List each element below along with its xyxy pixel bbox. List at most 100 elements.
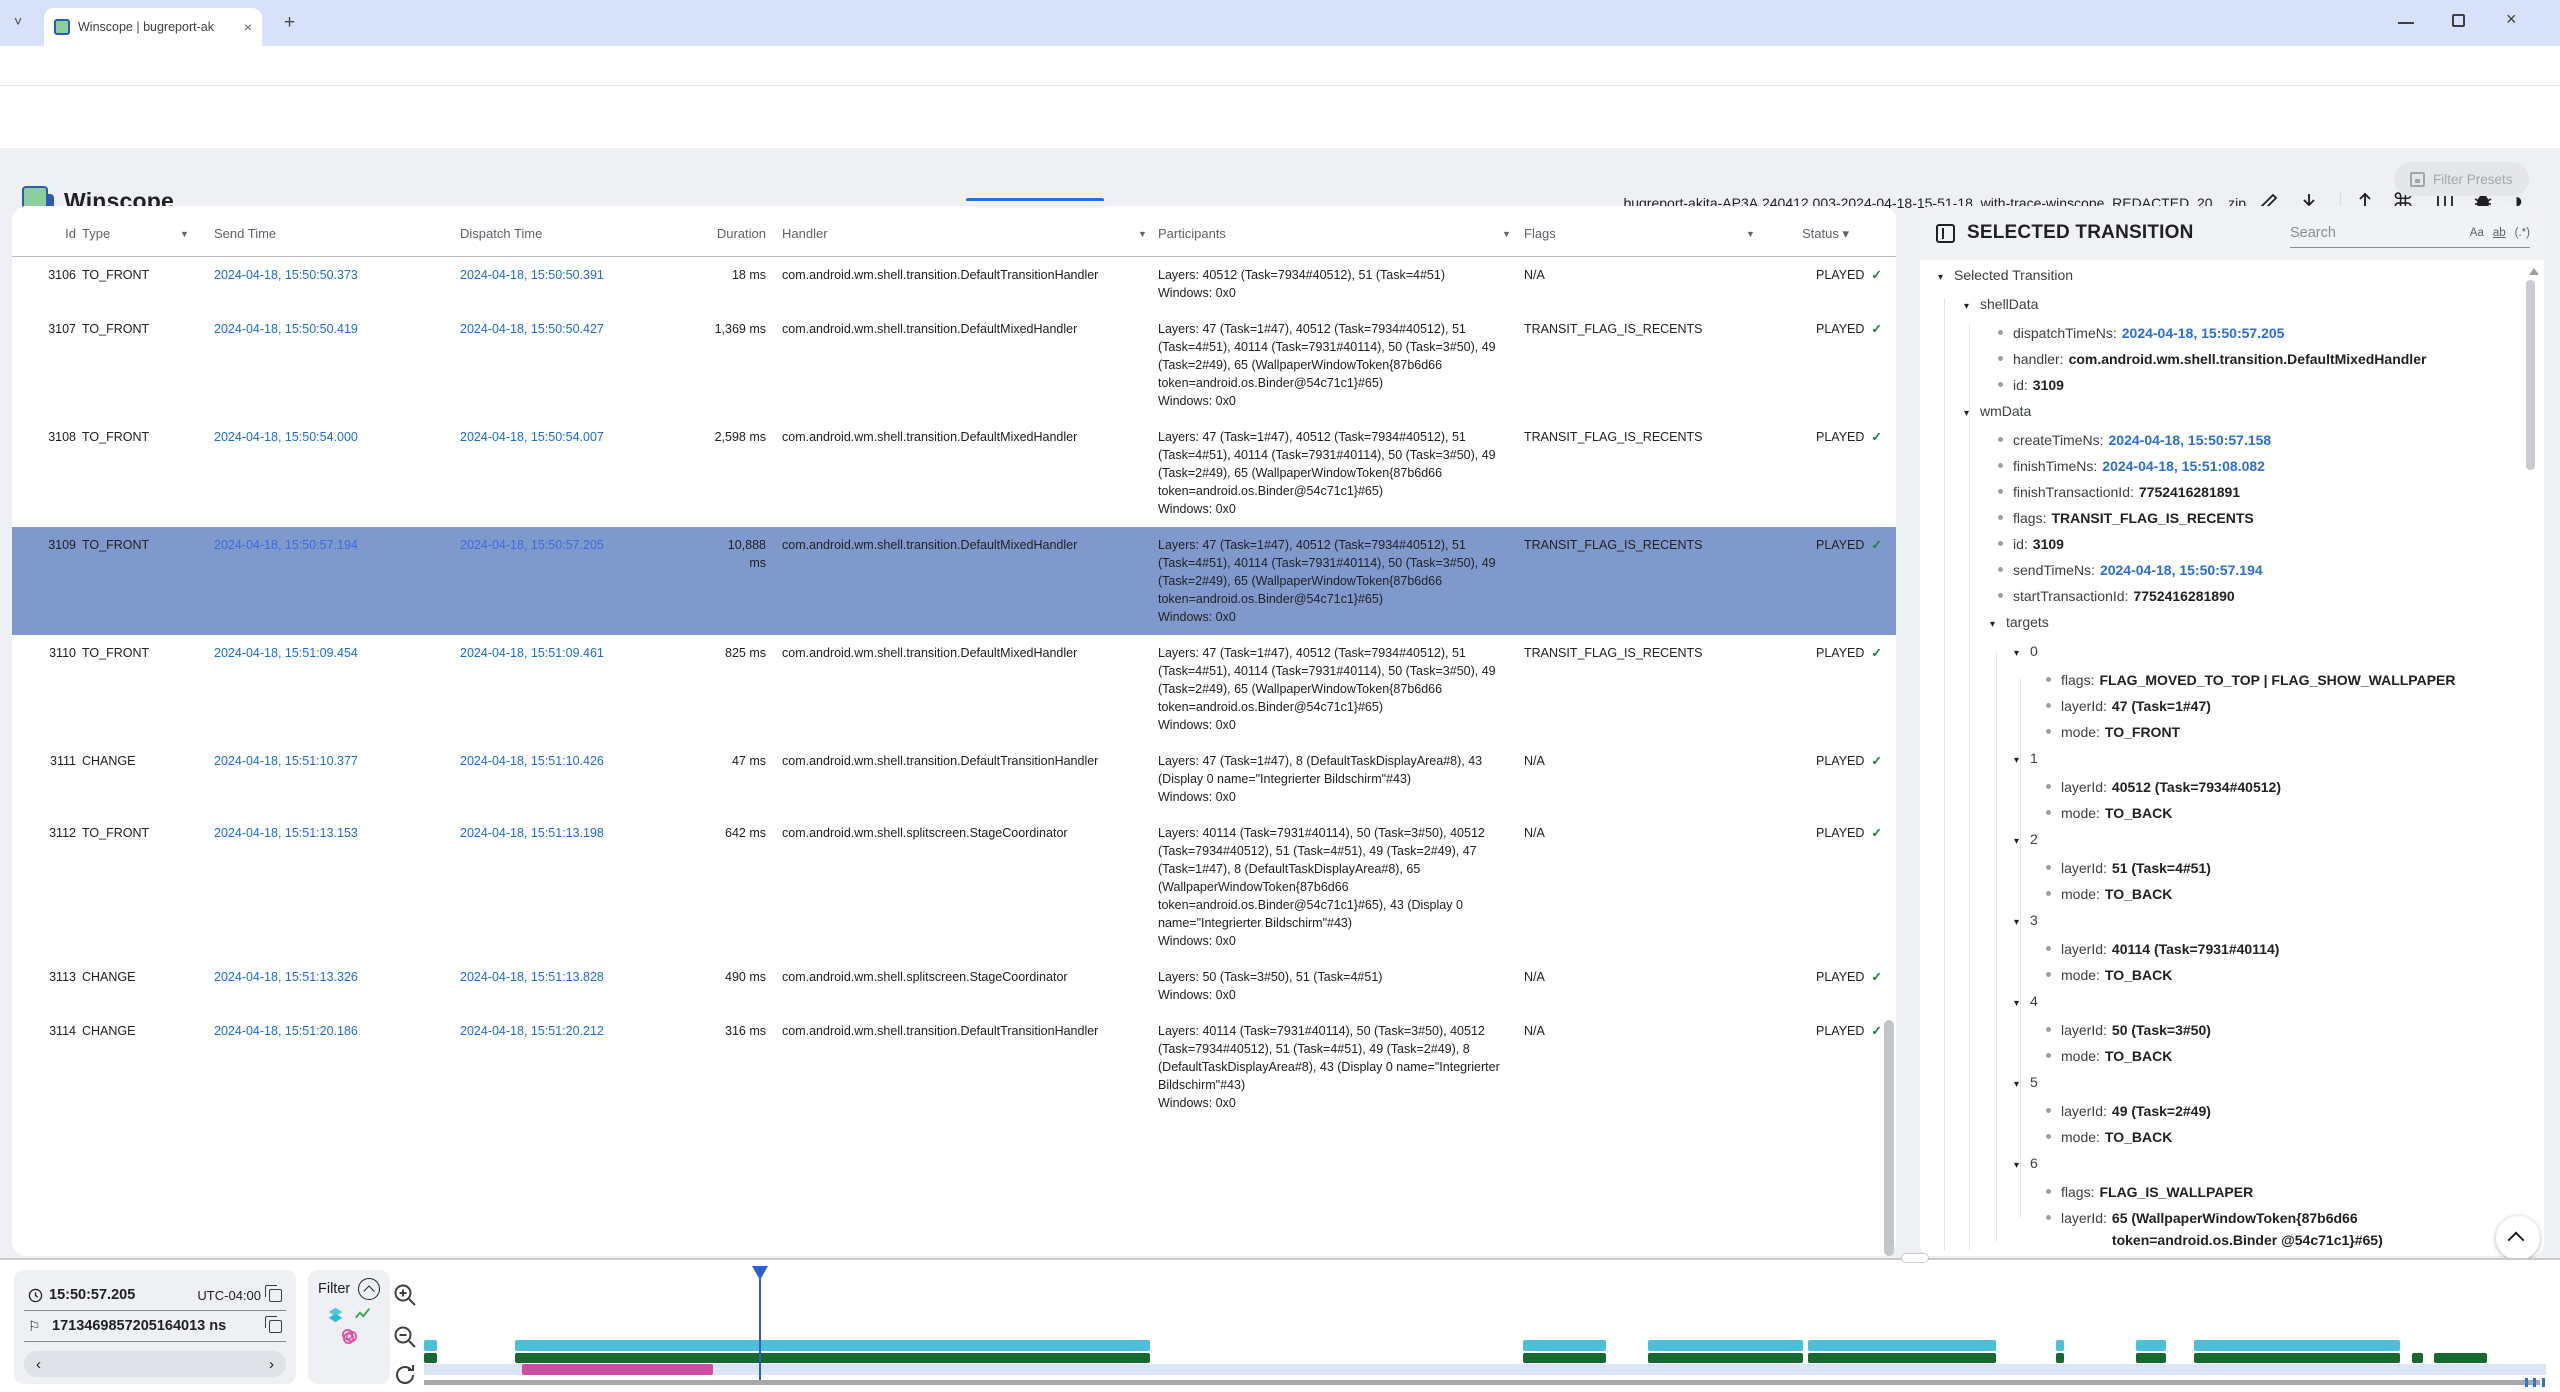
tree-node-id[interactable]: id: 3109 [1938,372,2528,398]
transactions-trace-segment[interactable] [1523,1353,1606,1363]
tree-node-0[interactable]: ▾ 0 [1938,638,2528,667]
transition-segment[interactable] [521,1364,713,1375]
send-time-link[interactable]: 2024-04-18, 15:50:57.194 [214,538,358,552]
transition-row-3107[interactable]: 3107 TO_FRONT 2024-04-18, 15:50:50.419 2024… [12,311,1896,419]
divider-drag-handle[interactable] [1901,1253,1929,1263]
tree-node-layerid[interactable]: layerId: 49 (Task=2#49) [1938,1098,2528,1124]
tree-node-targets[interactable]: ▾ targets [1938,609,2528,638]
copy-icon[interactable] [265,1315,282,1333]
tree-node-starttransactionid[interactable]: startTransactionId: 7752416281890 [1938,583,2528,609]
transition-row-3108[interactable]: 3108 TO_FRONT 2024-04-18, 15:50:54.000 2024… [12,419,1896,527]
tab-close-icon[interactable]: × [243,19,252,35]
tree-node-mode[interactable]: mode: TO_BACK [1938,962,2528,988]
dispatch-time-link[interactable]: 2024-04-18, 15:50:50.427 [460,322,604,336]
tree-node-mode[interactable]: mode:TO_FRONT [1938,1251,2528,1256]
panel-resize-divider[interactable] [0,1258,2560,1260]
dispatch-time-link[interactable]: 2024-04-18, 15:51:09.461 [460,646,604,660]
search-input[interactable] [2290,224,2461,241]
tree-node-1[interactable]: ▾ 1 [1938,745,2528,774]
prev-entry-button[interactable]: ‹ [36,1355,41,1373]
transactions-trace-segment[interactable] [2136,1353,2167,1363]
human-time-field[interactable]: 15:50:57.205 UTC-04:00 [24,1280,286,1311]
sf-trace-segment[interactable] [2193,1340,2400,1351]
transition-row-3114[interactable]: 3114 CHANGE 2024-04-18, 15:51:20.186 2024-0… [12,1013,1896,1121]
send-time-link[interactable]: 2024-04-18, 15:50:50.419 [214,322,358,336]
match-word-icon[interactable]: ab [2492,226,2506,239]
tree-node-mode[interactable]: mode: TO_BACK [1938,800,2528,826]
sf-trace-segment[interactable] [424,1340,437,1351]
dispatch-time-link[interactable]: 2024-04-18, 15:51:13.828 [460,970,604,984]
transactions-trace-segment[interactable] [2412,1353,2423,1363]
zoom-reset-button[interactable] [392,1362,418,1388]
timeline-cursor[interactable] [759,1268,762,1380]
surface-flinger-track[interactable] [424,1340,2546,1351]
new-tab-button[interactable]: + [284,12,296,33]
tree-node-finishtimens[interactable]: finishTimeNs: 2024-04-18, 15:51:08.082 [1938,453,2528,479]
tree-node-flags[interactable]: flags: FLAG_IS_WALLPAPER [1938,1179,2528,1205]
sort-dropdown-icon[interactable]: ▼ [180,229,189,239]
transition-row-3113[interactable]: 3113 CHANGE 2024-04-18, 15:51:13.326 2024-0… [12,959,1896,1013]
sort-dropdown-icon[interactable]: ▼ [1746,229,1755,239]
transition-row-3110[interactable]: 3110 TO_FRONT 2024-04-18, 15:51:09.454 2024… [12,635,1896,743]
send-time-link[interactable]: 2024-04-18, 15:51:20.186 [214,1024,358,1038]
tree-node-sendtimens[interactable]: sendTimeNs: 2024-04-18, 15:50:57.194 [1938,557,2528,583]
expand-arrow-icon[interactable]: ▾ [2014,755,2020,766]
panel-scrollbar[interactable] [2526,280,2535,470]
tree-search-field[interactable]: Aa ab (.*) [2290,218,2530,248]
transactions-chip-icon[interactable] [354,1306,371,1323]
surface-flinger-chip-icon[interactable] [327,1306,344,1323]
tree-node-layerid[interactable]: layerId: 65 (WallpaperWindowToken{87b6d66… [1938,1205,2528,1251]
transition-row-3111[interactable]: 3111 CHANGE 2024-04-18, 15:51:10.377 2024-0… [12,743,1896,815]
transition-row-3112[interactable]: 3112 TO_FRONT 2024-04-18, 15:51:13.153 2024… [12,815,1896,959]
tree-node-2[interactable]: ▾ 2 [1938,826,2528,855]
transitions-track[interactable] [424,1364,2546,1375]
filter-presets-button[interactable]: Filter Presets [2394,162,2529,196]
transitions-chip-icon[interactable] [340,1327,359,1346]
transition-row-3109[interactable]: 3109 TO_FRONT 2024-04-18, 15:50:57.194 2024… [12,527,1896,635]
expand-arrow-icon[interactable]: ▾ [2014,998,2020,1009]
dispatch-time-link[interactable]: 2024-04-18, 15:50:54.007 [460,430,604,444]
sf-trace-segment[interactable] [1523,1340,1606,1351]
tree-node-mode[interactable]: mode: TO_BACK [1938,881,2528,907]
filter-collapse-button[interactable] [358,1278,380,1300]
sort-dropdown-icon[interactable]: ▼ [1502,229,1511,239]
send-time-link[interactable]: 2024-04-18, 15:51:13.153 [214,826,358,840]
send-time-link[interactable]: 2024-04-18, 15:51:09.454 [214,646,358,660]
sf-trace-segment[interactable] [2055,1340,2065,1351]
tree-node-layerid[interactable]: layerId: 40114 (Task=7931#40114) [1938,936,2528,962]
expand-arrow-icon[interactable]: ▾ [1938,272,1944,283]
tree-node-finishtransactionid[interactable]: finishTransactionId: 7752416281891 [1938,479,2528,505]
transactions-trace-segment[interactable] [424,1353,437,1363]
sf-trace-segment[interactable] [515,1340,1150,1351]
next-entry-button[interactable]: › [269,1355,274,1373]
expand-arrow-icon[interactable]: ▾ [2014,1160,2020,1171]
tree-node-flags[interactable]: flags: TRANSIT_FLAG_IS_RECENTS [1938,505,2528,531]
zoom-out-button[interactable] [392,1324,418,1350]
sort-dropdown-icon[interactable]: ▼ [1138,229,1147,239]
transactions-trace-segment[interactable] [515,1353,1150,1363]
tree-node-4[interactable]: ▾ 4 [1938,988,2528,1017]
window-maximize-button[interactable] [2452,14,2465,27]
timeline-canvas[interactable] [424,1266,2546,1388]
panel-collapse-icon[interactable] [1936,223,1955,243]
send-time-link[interactable]: 2024-04-18, 15:50:54.000 [214,430,358,444]
tree-node-mode[interactable]: mode:TO_FRONT [1938,719,2528,745]
ns-time-field[interactable]: ⚐ 1713469857205164013 ns [24,1311,286,1342]
table-scrollbar[interactable] [1884,1020,1894,1256]
panel-scroll-up-arrow[interactable] [2529,268,2539,275]
tab-search-chevron-icon[interactable]: ˅ [14,13,23,29]
tree-node-createtimens[interactable]: createTimeNs: 2024-04-18, 15:50:57.158 [1938,427,2528,453]
dispatch-time-link[interactable]: 2024-04-18, 15:50:50.391 [460,268,604,282]
timeline-cursor-handle[interactable] [752,1266,769,1280]
tree-node-wmdata[interactable]: ▾ wmData [1938,398,2528,427]
transactions-trace-segment[interactable] [1807,1353,1997,1363]
expand-arrow-icon[interactable]: ▾ [1964,301,1970,312]
dispatch-time-link[interactable]: 2024-04-18, 15:51:20.212 [460,1024,604,1038]
transactions-trace-segment[interactable] [2055,1353,2065,1363]
transactions-track[interactable] [424,1353,2546,1363]
expand-arrow-icon[interactable]: ▾ [2014,1079,2020,1090]
expand-arrow-icon[interactable]: ▾ [1964,408,1970,419]
tree-node-mode[interactable]: mode: TO_BACK [1938,1043,2528,1069]
match-case-icon[interactable]: Aa [2469,226,2484,239]
expand-arrow-icon[interactable]: ▾ [1990,619,1996,630]
